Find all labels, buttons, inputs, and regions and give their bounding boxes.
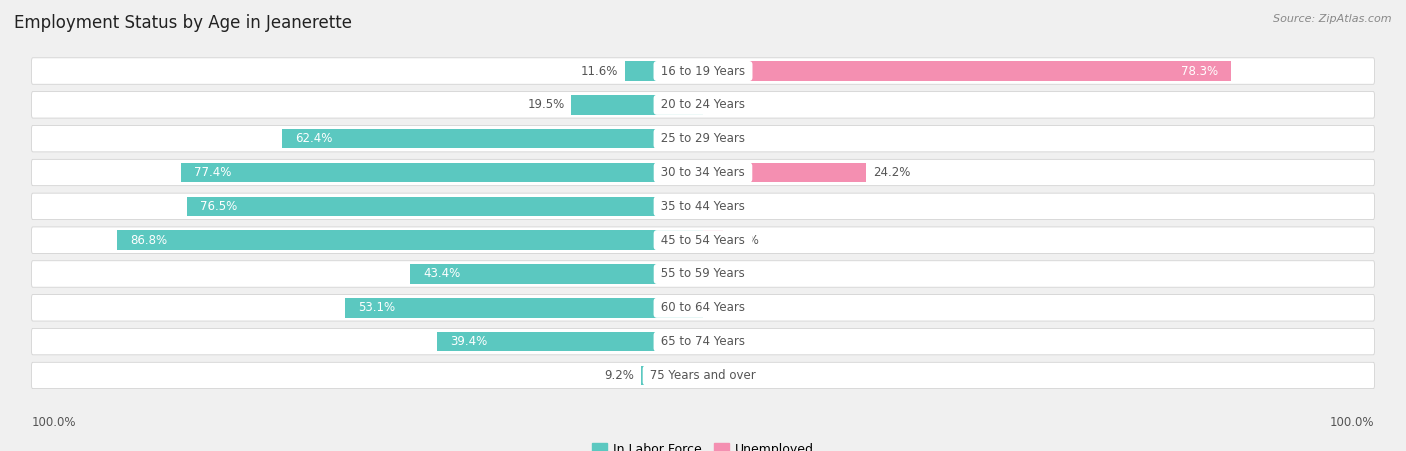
Text: 0.0%: 0.0% (713, 200, 742, 213)
Text: 43.4%: 43.4% (423, 267, 461, 281)
Text: 77.4%: 77.4% (194, 166, 232, 179)
Bar (187, 197, 703, 216)
Legend: In Labor Force, Unemployed: In Labor Force, Unemployed (586, 437, 820, 451)
Bar (281, 129, 703, 148)
Bar (437, 332, 703, 351)
Text: 25 to 29 Years: 25 to 29 Years (657, 132, 749, 145)
Text: 2.9%: 2.9% (730, 234, 759, 247)
FancyBboxPatch shape (31, 295, 1375, 321)
Bar (180, 163, 703, 182)
Text: 11.6%: 11.6% (581, 64, 619, 78)
Text: 20 to 24 Years: 20 to 24 Years (657, 98, 749, 111)
Text: 30 to 34 Years: 30 to 34 Years (657, 166, 749, 179)
Text: 86.8%: 86.8% (131, 234, 167, 247)
FancyBboxPatch shape (31, 362, 1375, 389)
Text: 0.0%: 0.0% (713, 301, 742, 314)
FancyBboxPatch shape (31, 125, 1375, 152)
Text: 75 Years and over: 75 Years and over (647, 369, 759, 382)
FancyBboxPatch shape (31, 92, 1375, 118)
Text: 35 to 44 Years: 35 to 44 Years (657, 200, 749, 213)
FancyBboxPatch shape (31, 227, 1375, 253)
Text: 0.0%: 0.0% (713, 369, 742, 382)
FancyBboxPatch shape (31, 328, 1375, 355)
Text: 16 to 19 Years: 16 to 19 Years (657, 64, 749, 78)
Bar (703, 163, 866, 182)
Text: 0.0%: 0.0% (713, 267, 742, 281)
Text: 65 to 74 Years: 65 to 74 Years (657, 335, 749, 348)
FancyBboxPatch shape (31, 261, 1375, 287)
FancyBboxPatch shape (31, 58, 1375, 84)
Text: 76.5%: 76.5% (200, 200, 238, 213)
Bar (703, 230, 723, 250)
Text: 9.2%: 9.2% (605, 369, 634, 382)
Text: 53.1%: 53.1% (359, 301, 395, 314)
Bar (117, 230, 703, 250)
Text: 0.0%: 0.0% (713, 132, 742, 145)
Text: 39.4%: 39.4% (450, 335, 488, 348)
Bar (344, 298, 703, 318)
Text: 60 to 64 Years: 60 to 64 Years (657, 301, 749, 314)
Bar (703, 61, 1232, 81)
Text: 78.3%: 78.3% (1181, 64, 1218, 78)
Text: Source: ZipAtlas.com: Source: ZipAtlas.com (1274, 14, 1392, 23)
Bar (641, 366, 703, 385)
Bar (624, 61, 703, 81)
Bar (571, 95, 703, 115)
FancyBboxPatch shape (31, 193, 1375, 220)
Text: 0.0%: 0.0% (713, 335, 742, 348)
FancyBboxPatch shape (31, 159, 1375, 186)
Text: 100.0%: 100.0% (1330, 416, 1375, 429)
Text: 24.2%: 24.2% (873, 166, 911, 179)
Text: 19.5%: 19.5% (527, 98, 565, 111)
Text: 45 to 54 Years: 45 to 54 Years (657, 234, 749, 247)
Text: 55 to 59 Years: 55 to 59 Years (657, 267, 749, 281)
Text: Employment Status by Age in Jeanerette: Employment Status by Age in Jeanerette (14, 14, 352, 32)
Bar (411, 264, 703, 284)
Text: 100.0%: 100.0% (31, 416, 76, 429)
Text: 0.0%: 0.0% (713, 98, 742, 111)
Text: 62.4%: 62.4% (295, 132, 333, 145)
